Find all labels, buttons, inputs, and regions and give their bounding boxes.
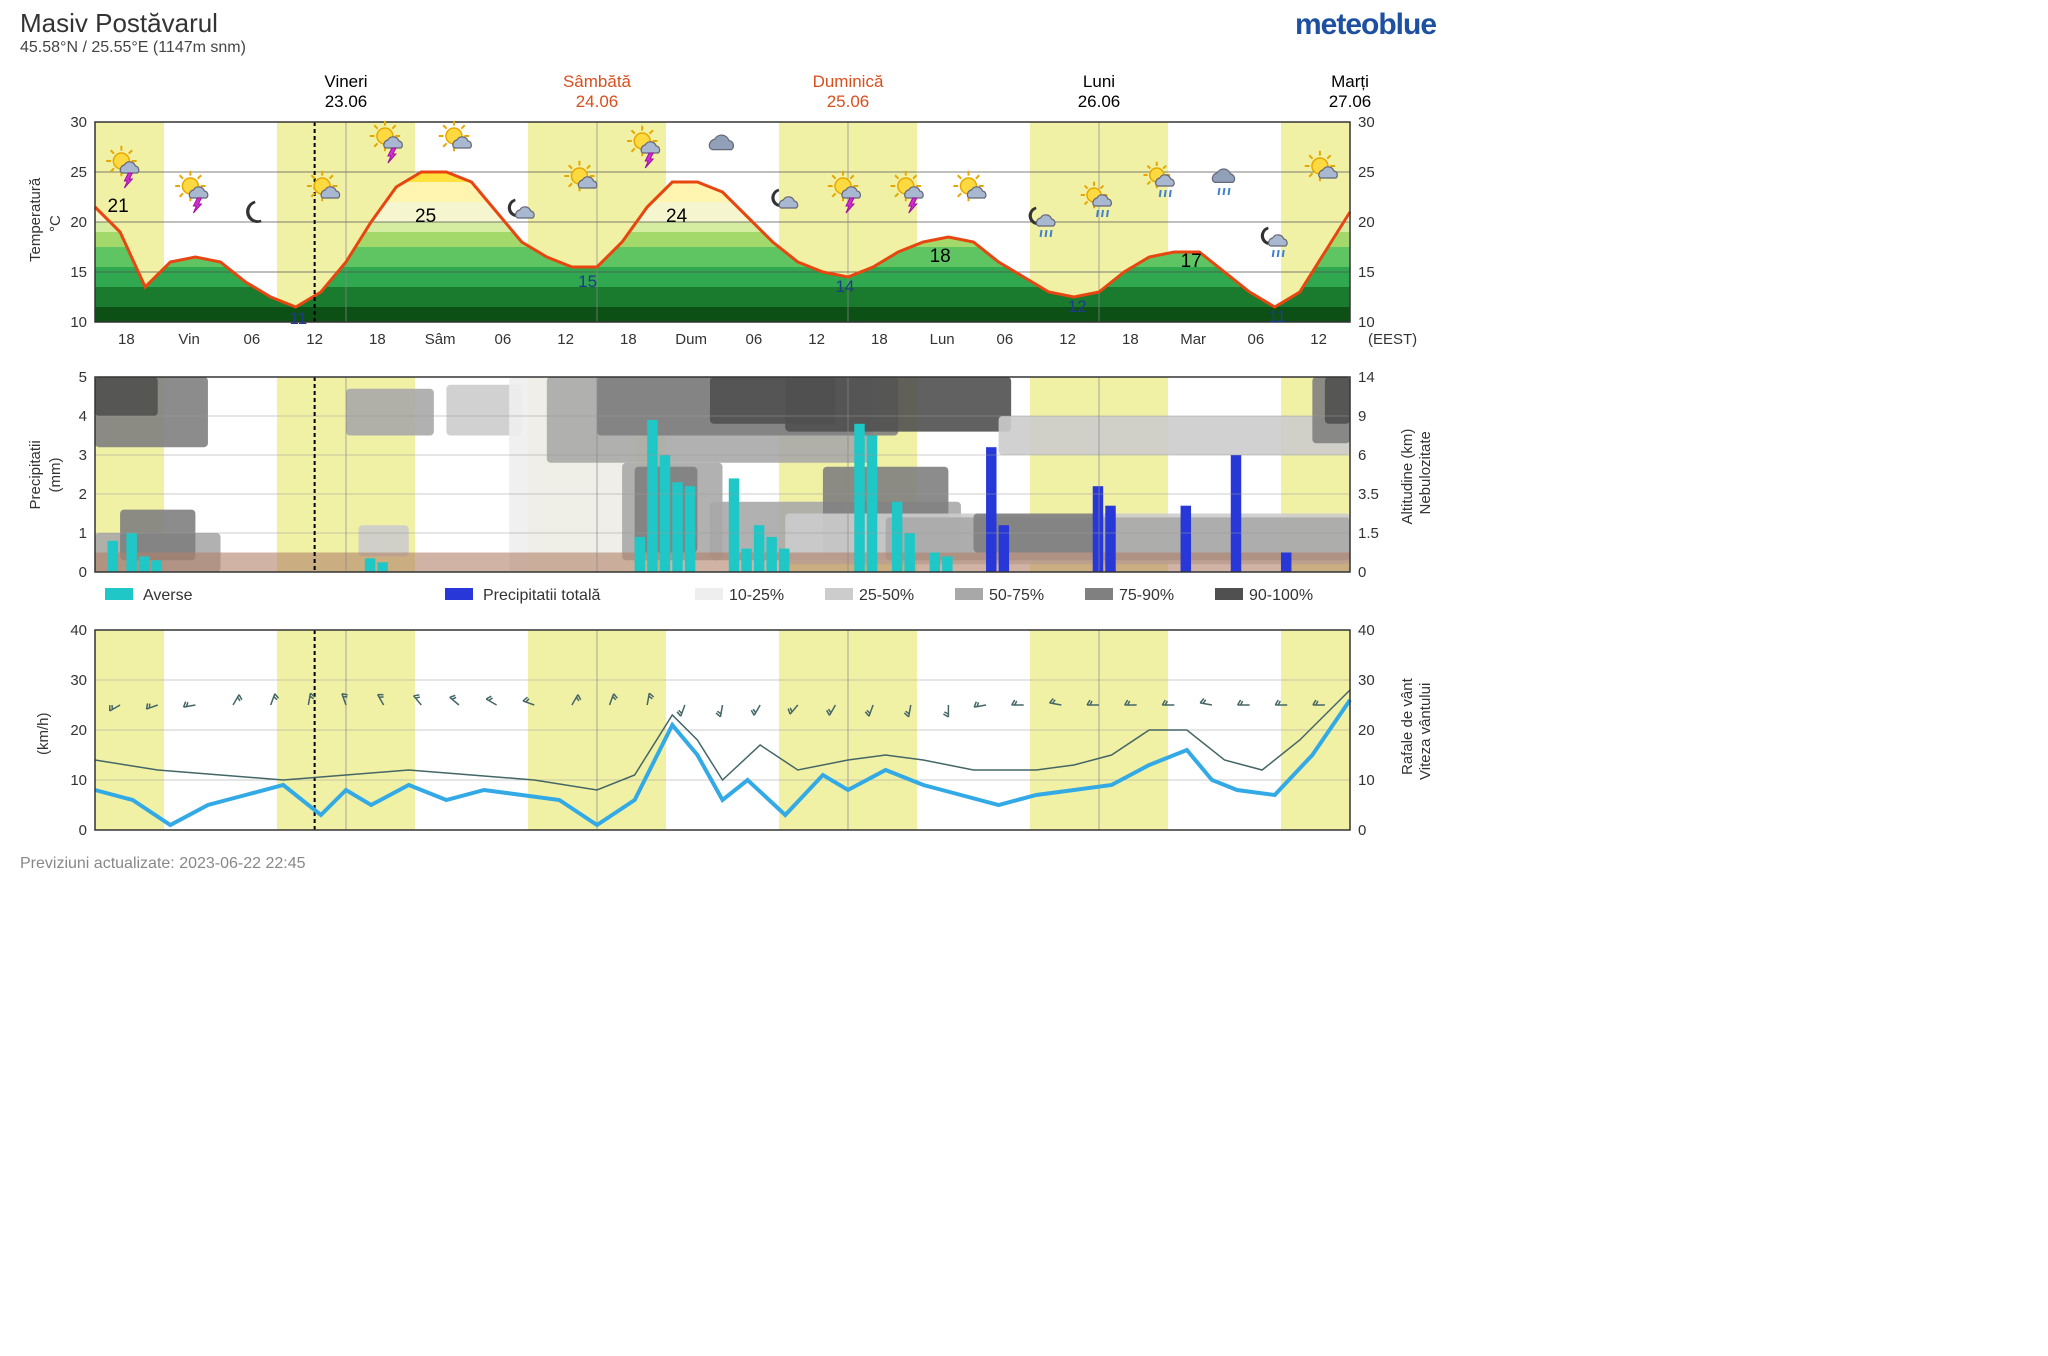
svg-text:21: 21 <box>108 196 129 217</box>
svg-text:40: 40 <box>70 622 87 639</box>
meteogram: Vineri23.06 Sâmbătă24.06 Duminică25.06 Luni… <box>20 67 1436 850</box>
svg-text:0: 0 <box>79 564 87 581</box>
svg-text:Rafale de vânt: Rafale de vânt <box>1399 677 1416 775</box>
svg-text:°C: °C <box>47 215 64 232</box>
svg-text:(km/h): (km/h) <box>35 713 52 756</box>
svg-text:25-50%: 25-50% <box>859 587 914 604</box>
svg-text:(mm): (mm) <box>47 458 64 493</box>
svg-text:17: 17 <box>1181 251 1202 272</box>
svg-text:(EEST): (EEST) <box>1368 331 1417 348</box>
svg-text:0: 0 <box>1358 564 1366 581</box>
svg-text:25: 25 <box>70 164 87 181</box>
svg-text:11: 11 <box>290 309 308 328</box>
svg-text:10-25%: 10-25% <box>729 587 784 604</box>
svg-text:12: 12 <box>1068 297 1087 316</box>
svg-text:30: 30 <box>1358 114 1375 131</box>
svg-text:18: 18 <box>620 331 637 348</box>
location-coords: 45.58°N / 25.55°E (1147m snm) <box>20 39 246 57</box>
svg-text:06: 06 <box>997 331 1014 348</box>
svg-text:3: 3 <box>79 447 87 464</box>
svg-text:9: 9 <box>1358 408 1366 425</box>
update-timestamp: Previziuni actualizate: 2023-06-22 22:45 <box>20 855 1436 873</box>
svg-text:12: 12 <box>557 331 574 348</box>
svg-text:12: 12 <box>808 331 825 348</box>
svg-text:14: 14 <box>835 277 854 296</box>
svg-text:Lun: Lun <box>930 331 955 348</box>
svg-text:18: 18 <box>1122 331 1139 348</box>
svg-text:20: 20 <box>70 214 87 231</box>
svg-text:10: 10 <box>1358 772 1375 789</box>
svg-text:Precipitatii totală: Precipitatii totală <box>483 587 600 604</box>
svg-text:Precipitatii: Precipitatii <box>27 440 44 509</box>
svg-text:1: 1 <box>79 525 87 542</box>
svg-text:25: 25 <box>415 206 436 227</box>
svg-text:23.06: 23.06 <box>325 92 368 111</box>
svg-text:06: 06 <box>495 331 512 348</box>
svg-text:6: 6 <box>1358 447 1366 464</box>
svg-text:Vin: Vin <box>178 331 199 348</box>
svg-text:Sâm: Sâm <box>425 331 456 348</box>
svg-text:75-90%: 75-90% <box>1119 587 1174 604</box>
svg-text:50-75%: 50-75% <box>989 587 1044 604</box>
svg-text:Viteza vântului: Viteza vântului <box>1417 683 1434 780</box>
svg-text:Marți: Marți <box>1331 72 1369 91</box>
location-title: Masiv Postăvarul <box>20 8 246 39</box>
svg-text:Temperatură: Temperatură <box>27 177 44 262</box>
svg-text:10: 10 <box>1358 314 1375 331</box>
svg-text:25: 25 <box>1358 164 1375 181</box>
svg-text:27.06: 27.06 <box>1329 92 1372 111</box>
svg-text:18: 18 <box>871 331 888 348</box>
svg-text:15: 15 <box>70 264 87 281</box>
svg-text:3.5: 3.5 <box>1358 486 1379 503</box>
svg-text:Mar: Mar <box>1180 331 1206 348</box>
svg-text:Vineri: Vineri <box>324 72 367 91</box>
header: Masiv Postăvarul 45.58°N / 25.55°E (1147… <box>20 8 1436 57</box>
brand-logo: meteoblue <box>1295 8 1436 42</box>
svg-text:0: 0 <box>1358 822 1366 839</box>
svg-text:15: 15 <box>578 272 597 291</box>
svg-text:26.06: 26.06 <box>1078 92 1121 111</box>
svg-text:24.06: 24.06 <box>576 92 619 111</box>
svg-text:11: 11 <box>1268 307 1286 326</box>
svg-text:Luni: Luni <box>1083 72 1115 91</box>
svg-text:5: 5 <box>79 369 87 386</box>
svg-text:30: 30 <box>70 672 87 689</box>
svg-text:06: 06 <box>244 331 261 348</box>
svg-text:0: 0 <box>79 822 87 839</box>
svg-text:90-100%: 90-100% <box>1249 587 1313 604</box>
svg-text:4: 4 <box>79 408 87 425</box>
svg-text:40: 40 <box>1358 622 1375 639</box>
svg-text:1.5: 1.5 <box>1358 525 1379 542</box>
svg-text:Duminică: Duminică <box>813 72 884 91</box>
svg-text:Nebulozitate: Nebulozitate <box>1417 431 1434 514</box>
svg-text:12: 12 <box>1310 331 1327 348</box>
svg-text:20: 20 <box>1358 722 1375 739</box>
svg-text:06: 06 <box>746 331 763 348</box>
svg-text:30: 30 <box>70 114 87 131</box>
svg-text:Sâmbătă: Sâmbătă <box>563 72 632 91</box>
svg-text:Altitudine (km): Altitudine (km) <box>1399 429 1416 525</box>
svg-text:Dum: Dum <box>675 331 707 348</box>
svg-text:25.06: 25.06 <box>827 92 870 111</box>
svg-text:24: 24 <box>666 206 688 227</box>
svg-text:15: 15 <box>1358 264 1375 281</box>
svg-text:06: 06 <box>1248 331 1265 348</box>
svg-text:10: 10 <box>70 772 87 789</box>
svg-text:12: 12 <box>306 331 323 348</box>
svg-text:20: 20 <box>70 722 87 739</box>
svg-text:18: 18 <box>930 246 951 267</box>
svg-text:18: 18 <box>118 331 135 348</box>
svg-text:20: 20 <box>1358 214 1375 231</box>
svg-text:12: 12 <box>1059 331 1076 348</box>
svg-text:10: 10 <box>70 314 87 331</box>
svg-text:30: 30 <box>1358 672 1375 689</box>
svg-text:14: 14 <box>1358 369 1375 386</box>
svg-text:18: 18 <box>369 331 386 348</box>
svg-text:2: 2 <box>79 486 87 503</box>
svg-text:Averse: Averse <box>143 587 193 604</box>
